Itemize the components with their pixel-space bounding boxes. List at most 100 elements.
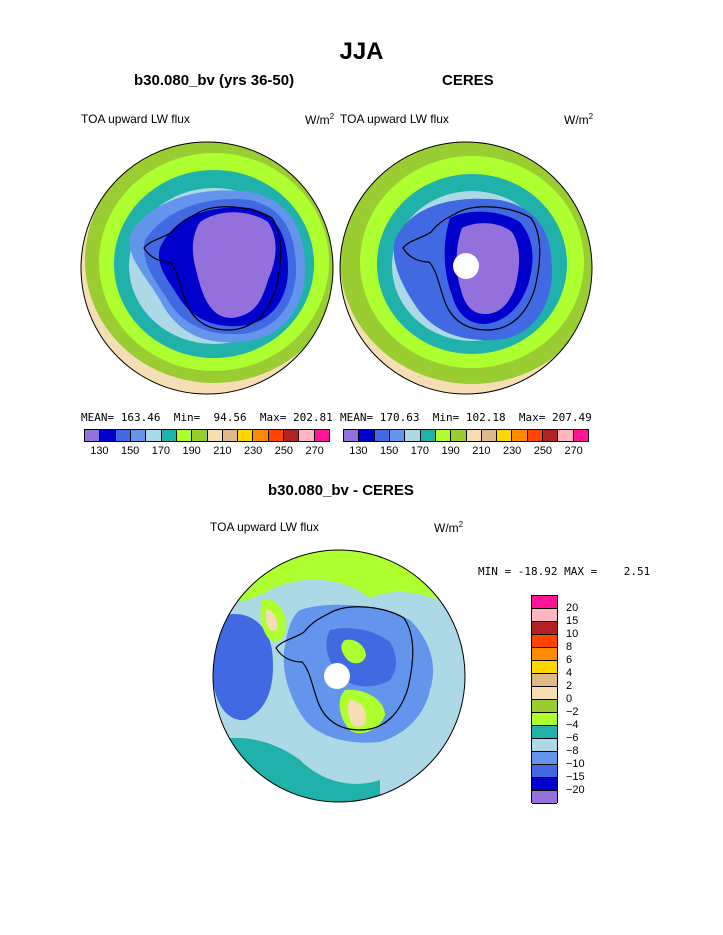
colorbar-tick-label: 270 [305, 445, 324, 457]
colorbar-tick-label: 170 [151, 445, 171, 457]
colorbar-swatch [207, 430, 223, 441]
panel2-title: CERES [442, 72, 494, 89]
colorbar-tick-label: 150 [120, 445, 140, 457]
panel2-stats: MEAN= 170.63 Min= 102.18 Max= 207.49 [340, 411, 592, 424]
colorbar-swatch [532, 739, 557, 752]
colorbar-swatch [481, 430, 498, 441]
colorbar-swatch [532, 661, 557, 674]
colorbar-tick-label: 190 [441, 445, 460, 457]
panel2-variable: TOA upward LW flux [340, 112, 449, 126]
colorbar-swatch [532, 700, 557, 713]
colorbar-swatch [435, 430, 452, 441]
colorbar-swatch [420, 430, 436, 441]
colorbar-swatch [497, 430, 513, 441]
colorbar-swatch [238, 430, 254, 441]
colorbar-swatch [222, 430, 239, 441]
colorbar-2 [343, 429, 589, 442]
colorbar-tick-label: 150 [379, 445, 399, 457]
colorbar-swatch [532, 713, 557, 726]
colorbar-swatch [532, 635, 557, 648]
panel1-variable: TOA upward LW flux [81, 112, 190, 126]
colorbar-swatch [389, 430, 406, 441]
colorbar-tick-label: 6 [566, 654, 573, 666]
colorbar-swatch [176, 430, 193, 441]
colorbar-swatch [532, 778, 557, 791]
colorbar-swatch [527, 430, 544, 441]
colorbar-tick-label: 8 [566, 641, 573, 653]
colorbar-swatch [558, 430, 574, 441]
colorbar-tick-label: 250 [533, 445, 553, 457]
panel3-stats: MIN = -18.92 MAX = 2.51 [478, 565, 651, 578]
colorbar-swatch [284, 430, 300, 441]
panel1-units: W/m2 [305, 112, 335, 127]
colorbar-tick-label: 210 [213, 445, 232, 457]
colorbar-swatch [314, 430, 329, 441]
map2-pole-hole [453, 253, 479, 279]
colorbar-swatch [405, 430, 421, 441]
colorbar-tick-label: 0 [566, 693, 573, 705]
colorbar-swatch [115, 430, 131, 441]
colorbar-swatch [299, 430, 315, 441]
colorbar-tick-label: 190 [182, 445, 201, 457]
colorbar-tick-label: 210 [472, 445, 491, 457]
map1-border [80, 141, 334, 395]
colorbar-tick-label: 130 [349, 445, 368, 457]
panel3-title: b30.080_bv - CERES [268, 482, 414, 499]
main-title: JJA [339, 38, 384, 65]
panel3-units: W/m2 [434, 520, 464, 535]
map2-border [339, 141, 593, 395]
colorbar-swatch [532, 791, 557, 804]
colorbar-tick-label: −8 [566, 745, 579, 757]
colorbar-swatch [130, 430, 147, 441]
colorbar-tick-label: −4 [566, 719, 579, 731]
panel2-units: W/m2 [564, 112, 594, 127]
map3-zone-patch [341, 639, 366, 664]
map3-zone-minus15-minus10-west [213, 614, 273, 721]
colorbar-tick-label: 130 [90, 445, 109, 457]
colorbar-swatch [532, 752, 557, 765]
colorbar-swatch [466, 430, 482, 441]
colorbar-tick-label: 20 [566, 602, 579, 614]
colorbar-swatch [532, 687, 557, 700]
colorbar-tick-label: 2 [566, 680, 573, 692]
map1-zone-below-130 [192, 212, 276, 318]
colorbar-swatch [512, 430, 528, 441]
colorbar-swatch [532, 596, 557, 609]
colorbar-swatch [253, 430, 269, 441]
colorbar-swatch [543, 430, 559, 441]
map2-coastline [402, 206, 541, 331]
colorbar-tick-label: 230 [243, 445, 263, 457]
colorbar-swatch [532, 726, 557, 739]
colorbar-swatch [451, 430, 467, 441]
map3-border [212, 549, 466, 803]
colorbar-swatch [85, 430, 101, 441]
map3-coastline [275, 606, 414, 731]
colorbar-tick-label: 170 [410, 445, 430, 457]
map3-zone-northwest-positive [266, 609, 278, 631]
colorbar-3 [531, 595, 558, 804]
colorbar-swatch [192, 430, 208, 441]
colorbar-swatch [573, 430, 588, 441]
colorbar-swatch [146, 430, 162, 441]
colorbar-swatch [532, 674, 557, 687]
colorbar-tick-label: −2 [566, 706, 579, 718]
colorbar-swatch [268, 430, 285, 441]
map3-pole-hole [324, 663, 350, 689]
colorbar-swatch [532, 765, 557, 778]
colorbar-tick-label: −6 [566, 732, 579, 744]
panel1-title: b30.080_bv (yrs 36-50) [134, 72, 295, 89]
map2-zone-below-130 [456, 223, 520, 314]
colorbar-swatch [374, 430, 390, 441]
colorbar-tick-label: 4 [566, 667, 573, 679]
colorbar-swatch [532, 622, 557, 635]
colorbar-1 [84, 429, 330, 442]
colorbar-swatch [532, 648, 557, 661]
colorbar-tick-label: 230 [502, 445, 522, 457]
colorbar-tick-label: −10 [566, 758, 585, 770]
colorbar-swatch [100, 430, 116, 441]
colorbar-swatch [532, 609, 557, 622]
colorbar-tick-label: 250 [274, 445, 294, 457]
